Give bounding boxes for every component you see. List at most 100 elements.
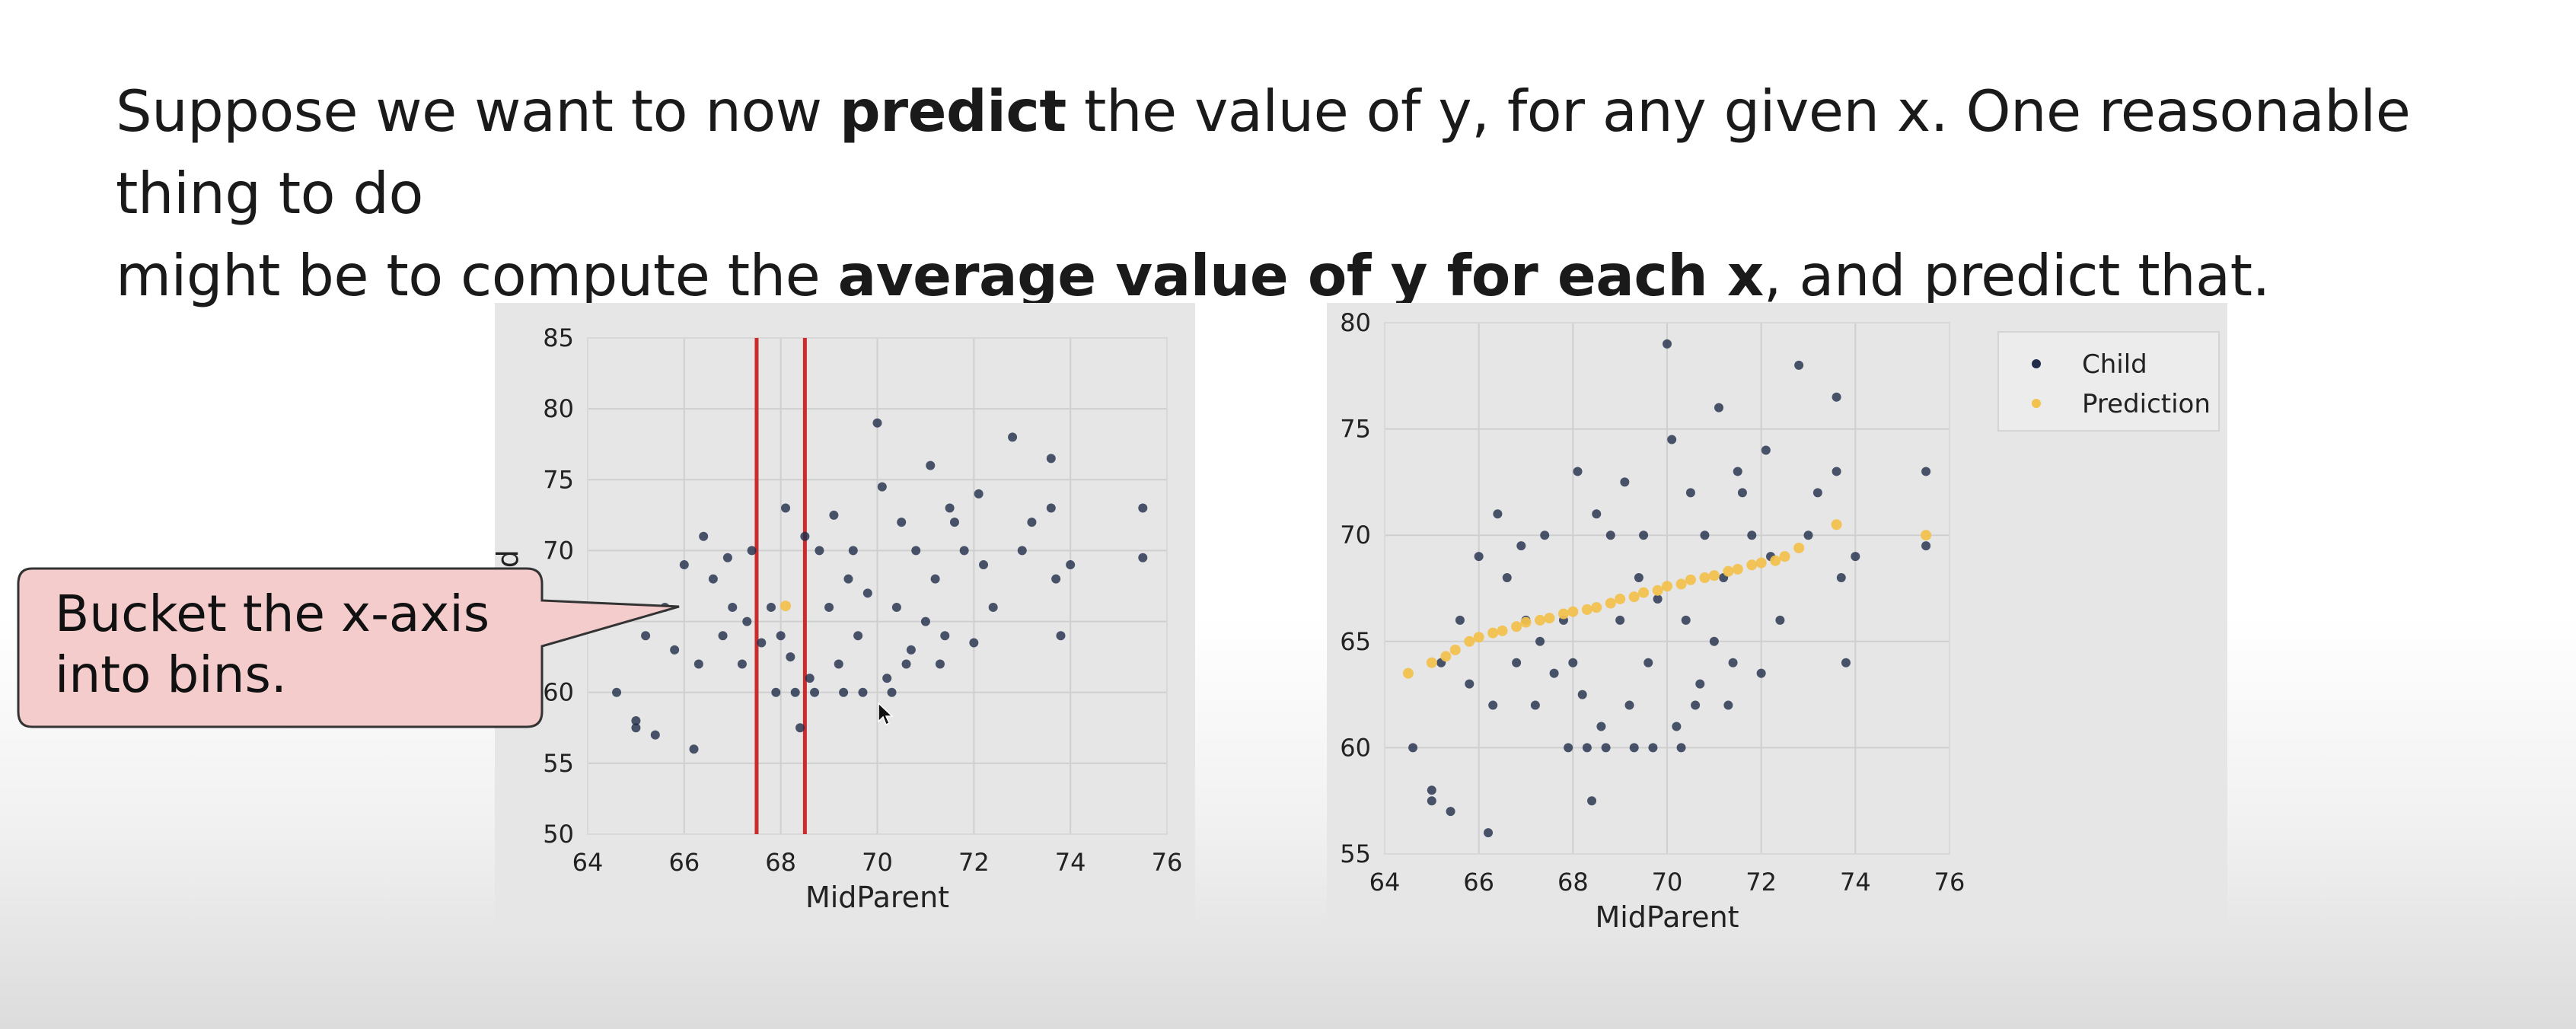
- prediction-point: [1581, 604, 1592, 615]
- child-point: [1573, 467, 1583, 476]
- legend-label: Prediction: [2082, 389, 2211, 419]
- child-point: [1601, 743, 1611, 753]
- child-point: [1587, 796, 1597, 806]
- legend-marker: [2032, 399, 2041, 408]
- prediction-point: [1628, 591, 1640, 603]
- child-point: [1761, 445, 1771, 455]
- child-point: [1066, 560, 1076, 570]
- child-point: [940, 631, 950, 641]
- child-point: [776, 631, 786, 641]
- child-point: [1564, 743, 1573, 753]
- child-point: [1138, 503, 1148, 513]
- child-point: [901, 659, 911, 669]
- child-point: [1596, 722, 1606, 731]
- child-point: [862, 588, 872, 598]
- x-tick-label: 64: [1369, 868, 1401, 897]
- child-point: [858, 687, 868, 697]
- prediction-point: [1535, 614, 1546, 626]
- y-tick-label: 80: [543, 394, 574, 423]
- x-tick-label: 64: [572, 848, 604, 877]
- prediction-point: [1473, 632, 1484, 643]
- child-point: [1629, 743, 1639, 753]
- y-tick-label: 50: [543, 820, 574, 849]
- x-tick-label: 72: [958, 848, 990, 877]
- x-axis-label: MidParent: [805, 881, 949, 914]
- prediction-point: [1746, 559, 1758, 571]
- child-point: [920, 616, 930, 626]
- child-point: [1841, 658, 1851, 667]
- child-point: [1427, 785, 1436, 795]
- legend-box: [1997, 331, 2220, 432]
- child-point: [786, 652, 795, 662]
- child-point: [1653, 594, 1663, 604]
- y-tick-label: 75: [1340, 415, 1371, 444]
- y-tick-label: 85: [543, 323, 574, 352]
- child-point: [781, 503, 791, 513]
- child-point: [1695, 679, 1705, 689]
- child-point: [1723, 700, 1733, 710]
- prediction-point: [1770, 555, 1781, 566]
- child-point: [1046, 503, 1056, 513]
- line1-part-c: the value of y, for any given x. One rea…: [116, 78, 2411, 227]
- child-point: [974, 489, 984, 499]
- prediction-point: [1557, 608, 1569, 620]
- child-point: [631, 715, 641, 725]
- mouse-pointer-icon: [877, 702, 895, 731]
- child-point: [718, 631, 728, 641]
- prediction-point: [1497, 625, 1508, 636]
- child-point: [1803, 530, 1813, 540]
- y-tick-label: 70: [1340, 521, 1371, 550]
- prediction-point: [1567, 606, 1579, 617]
- y-tick-label: 70: [543, 536, 574, 565]
- child-point: [834, 659, 843, 669]
- prediction-point: [1464, 636, 1475, 647]
- x-tick-label: 70: [862, 848, 893, 877]
- prediction-point: [780, 601, 792, 612]
- y-tick-label: 65: [1340, 627, 1371, 656]
- child-point: [1592, 509, 1602, 519]
- child-point: [1502, 573, 1512, 583]
- y-tick-label: 60: [543, 678, 574, 707]
- prediction-point: [1487, 627, 1499, 639]
- child-point: [1691, 700, 1701, 710]
- line2-part-c: , and predict that.: [1763, 242, 2271, 309]
- child-point: [805, 674, 815, 683]
- child-point: [1667, 435, 1677, 444]
- child-point: [1643, 658, 1653, 667]
- child-point: [1446, 807, 1455, 817]
- child-point: [824, 602, 834, 612]
- child-point: [1493, 509, 1503, 519]
- line2-bold-average: average value of y for each x: [837, 242, 1765, 309]
- child-point: [988, 602, 998, 612]
- child-point: [853, 631, 863, 641]
- child-point: [1530, 700, 1540, 710]
- child-point: [1582, 743, 1592, 753]
- prediction-point: [1402, 667, 1414, 679]
- prediction-point: [1605, 597, 1616, 609]
- child-point: [969, 638, 979, 648]
- child-point: [1794, 360, 1804, 370]
- y-tick-label: 55: [1340, 839, 1371, 868]
- legend-label: Child: [2082, 349, 2147, 380]
- prediction-point: [1685, 574, 1696, 585]
- child-point: [1676, 743, 1686, 753]
- child-point: [1056, 631, 1066, 641]
- right-chart-panel: 64 66 68 70 72 74 76 55 60 65 70 75 80 MidParent Child…: [1327, 303, 2227, 936]
- x-tick-label: 72: [1745, 868, 1777, 897]
- child-point: [1512, 658, 1522, 667]
- prediction-point: [1708, 570, 1720, 581]
- child-point: [771, 687, 781, 697]
- prediction-point: [1662, 581, 1672, 592]
- child-point: [790, 687, 800, 697]
- child-point: [1709, 636, 1719, 646]
- child-point: [1921, 541, 1931, 551]
- plot-frame: [587, 337, 1168, 835]
- child-point: [1681, 615, 1691, 625]
- child-point: [1027, 518, 1037, 527]
- child-point: [1474, 552, 1484, 562]
- x-tick-label: 74: [1840, 868, 1871, 897]
- prediction-point: [1544, 613, 1555, 624]
- callout-shape: [17, 567, 680, 728]
- slide-text: Suppose we want to now predict the value…: [116, 70, 2476, 317]
- child-point: [1051, 574, 1061, 584]
